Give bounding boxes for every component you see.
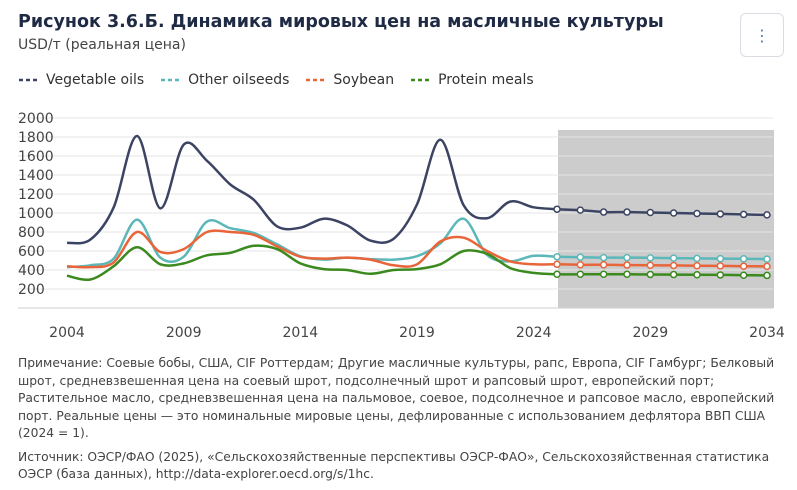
legend-label: Other oilseeds bbox=[188, 72, 290, 88]
data-point-vegetable-oils bbox=[716, 210, 725, 218]
data-point-vegetable-oils bbox=[576, 206, 585, 214]
legend-label: Vegetable oils bbox=[46, 72, 145, 88]
data-point-soybean bbox=[669, 261, 678, 270]
chart-legend: Vegetable oils Other oilseeds Soybean Prote… bbox=[18, 72, 550, 88]
data-point-other-oilseeds bbox=[599, 253, 608, 262]
data-point-soybean bbox=[599, 261, 608, 269]
data-point-other-oilseeds bbox=[763, 255, 771, 263]
data-point-soybean bbox=[553, 260, 561, 269]
legend-label: Soybean bbox=[333, 72, 395, 88]
data-point-soybean bbox=[763, 262, 771, 271]
note-text: Примечание: Соевые бобы, США, CIF Роттер… bbox=[18, 356, 775, 440]
data-point-protein-meals bbox=[553, 270, 561, 279]
data-point-other-oilseeds bbox=[739, 255, 748, 263]
data-point-protein-meals bbox=[716, 271, 725, 279]
data-point-protein-meals bbox=[646, 270, 655, 279]
data-point-other-oilseeds bbox=[693, 254, 701, 263]
data-point-other-oilseeds bbox=[576, 253, 585, 261]
data-point-soybean bbox=[576, 261, 585, 269]
data-point-vegetable-oils bbox=[669, 209, 678, 217]
legend-swatch bbox=[19, 78, 39, 82]
data-point-protein-meals bbox=[576, 270, 585, 279]
data-point-vegetable-oils bbox=[693, 209, 701, 218]
data-point-vegetable-oils bbox=[599, 208, 608, 216]
y-tick-label: 200 bbox=[18, 282, 45, 298]
y-tick-label: 400 bbox=[18, 263, 45, 279]
data-point-protein-meals bbox=[693, 271, 701, 279]
legend-swatch bbox=[161, 78, 182, 82]
data-point-other-oilseeds bbox=[669, 254, 678, 262]
data-point-soybean bbox=[623, 261, 631, 269]
data-point-other-oilseeds bbox=[623, 253, 631, 262]
y-tick-label: 600 bbox=[18, 244, 45, 260]
x-tick-label: 2034 bbox=[749, 325, 785, 341]
y-tick-label: 1800 bbox=[18, 130, 54, 146]
chart-subtitle: USD/т (реальная цена) bbox=[18, 37, 186, 53]
y-tick-label: 1400 bbox=[18, 168, 54, 184]
data-point-vegetable-oils bbox=[739, 210, 748, 219]
x-tick-label: 2014 bbox=[283, 325, 319, 341]
data-point-other-oilseeds bbox=[646, 254, 655, 262]
data-point-vegetable-oils bbox=[623, 208, 631, 216]
legend-item-soybean[interactable]: Soybean bbox=[305, 72, 394, 88]
data-point-protein-meals bbox=[739, 271, 748, 279]
data-point-vegetable-oils bbox=[553, 205, 561, 213]
data-point-vegetable-oils bbox=[646, 208, 655, 217]
legend-item-vegetable-oils[interactable]: Vegetable oils bbox=[18, 72, 144, 88]
data-point-soybean bbox=[693, 261, 701, 270]
y-tick-label: 1200 bbox=[18, 187, 54, 203]
legend-item-other-oilseeds[interactable]: Other oilseeds bbox=[160, 72, 289, 88]
data-point-protein-meals bbox=[669, 270, 678, 279]
chart-notes: Примечание: Соевые бобы, США, CIF Роттер… bbox=[18, 355, 778, 490]
source-text: Источник: ОЭСР/ФАО (2025), «Сельскохозяй… bbox=[18, 449, 770, 482]
legend-swatch bbox=[411, 78, 432, 82]
y-tick-label: 2000 bbox=[18, 111, 54, 127]
chart-menu-button[interactable]: ⋮ bbox=[740, 13, 784, 57]
y-tick-label: 1600 bbox=[18, 149, 54, 165]
projection-shade bbox=[558, 130, 774, 308]
data-point-protein-meals bbox=[763, 271, 771, 280]
x-tick-label: 2024 bbox=[516, 325, 552, 341]
legend-item-protein-meals[interactable]: Protein meals bbox=[410, 72, 534, 88]
legend-swatch bbox=[306, 78, 327, 82]
data-point-soybean bbox=[646, 261, 655, 269]
data-point-protein-meals bbox=[599, 270, 608, 279]
chart-title: Рисунок 3.6.Б. Динамика мировых цен на м… bbox=[18, 12, 664, 32]
x-tick-label: 2004 bbox=[49, 325, 85, 341]
x-tick-label: 2029 bbox=[633, 325, 669, 341]
legend-label: Protein meals bbox=[438, 72, 534, 88]
x-tick-label: 2019 bbox=[399, 325, 435, 341]
data-point-vegetable-oils bbox=[763, 211, 771, 219]
y-tick-label: 1000 bbox=[18, 206, 54, 222]
data-point-other-oilseeds bbox=[553, 252, 561, 261]
data-point-soybean bbox=[716, 262, 725, 270]
data-point-soybean bbox=[739, 262, 748, 270]
y-tick-label: 800 bbox=[18, 225, 45, 241]
vertical-ellipsis-icon: ⋮ bbox=[754, 25, 770, 45]
line-chart: 200 400 600 800 1000 1200 1400 1600 1800 2000 2004… bbox=[18, 111, 785, 341]
data-point-protein-meals bbox=[623, 270, 631, 279]
data-point-other-oilseeds bbox=[716, 254, 725, 263]
x-tick-label: 2009 bbox=[166, 325, 202, 341]
